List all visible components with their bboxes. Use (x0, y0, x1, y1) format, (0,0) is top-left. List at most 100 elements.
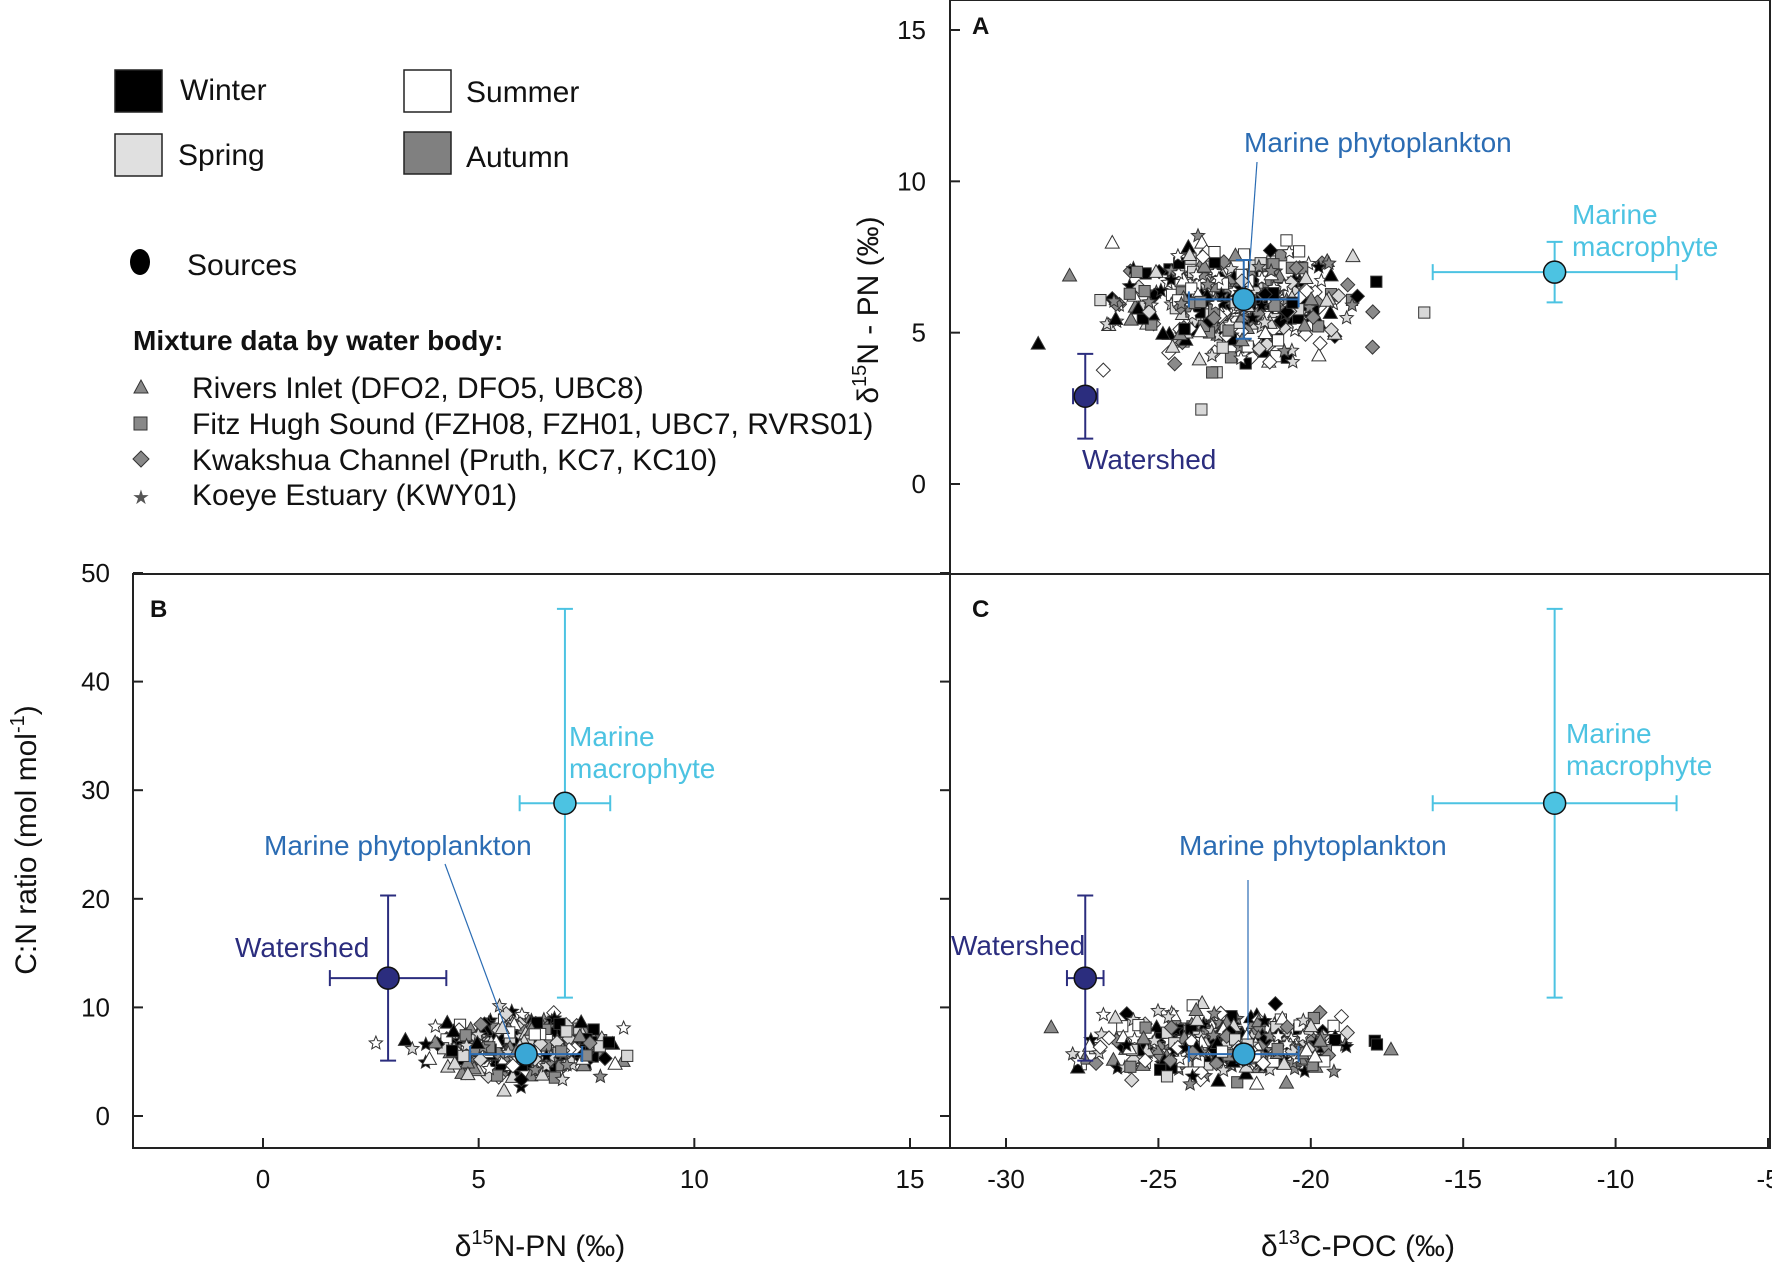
data-point-square (1271, 1042, 1284, 1056)
data-point-diamond (1340, 277, 1356, 293)
panel-c-frame (949, 573, 1771, 1149)
data-point-diamond (1255, 1055, 1272, 1072)
y-axis-b-tick-label: 30 (81, 775, 110, 805)
data-point-star (1294, 1028, 1311, 1044)
legend-label-sources: Sources (187, 249, 297, 282)
data-point-triangle (446, 1055, 463, 1070)
data-point-triangle (1307, 1048, 1323, 1063)
panel-c-watershed-label: Watershed (951, 930, 1085, 961)
data-point-diamond (1323, 322, 1340, 338)
data-point-triangle (427, 1034, 444, 1049)
panel-b-watershed-marker (376, 966, 400, 990)
data-point-square (446, 1044, 459, 1057)
data-point-star (1276, 277, 1292, 293)
data-point-star (1170, 264, 1187, 280)
data-point-star (554, 1071, 571, 1087)
data-point-diamond (1163, 1019, 1180, 1036)
panel-b-marine-phytoplankton-marker (514, 1042, 538, 1066)
data-point-triangle (1322, 304, 1339, 319)
panel-a-macrophyte-label-2: macrophyte (1572, 231, 1718, 262)
data-point-star (1206, 1005, 1223, 1021)
data-point-star (1321, 255, 1337, 271)
data-point-star (1160, 1008, 1177, 1024)
data-point-triangle (1193, 234, 1210, 249)
data-point-triangle (1061, 267, 1078, 282)
y-axis-a-tick-label: 10 (897, 166, 926, 196)
data-point-triangle (571, 1027, 588, 1043)
data-point-triangle (1192, 323, 1209, 338)
data-point-triangle (496, 1082, 512, 1097)
x-axis-c-tick-label: -5 (1756, 1164, 1772, 1194)
data-point-diamond (1339, 1024, 1356, 1041)
data-point-triangle (1164, 338, 1181, 353)
data-point-square (1370, 1038, 1384, 1051)
data-point-diamond (1305, 309, 1321, 326)
data-point-diamond (1330, 288, 1347, 304)
data-point-star (1163, 271, 1180, 287)
panel-a-marine-macrophyte-marker (1542, 260, 1567, 284)
panel-b-mixture-points (367, 997, 634, 1097)
x-axis-c-tick-label: -15 (1444, 1164, 1482, 1194)
panel-b-macrophyte-label-2: macrophyte (569, 753, 715, 784)
data-point-star (1169, 247, 1186, 263)
legend-label-autumn: Autumn (466, 141, 569, 174)
data-point-triangle (1135, 1030, 1152, 1045)
y-axis-b-tick-label: 10 (81, 992, 110, 1022)
data-point-triangle (1323, 267, 1339, 282)
legend-water-fitz-hugh: Fitz Hugh Sound (FZH08, FZH01, UBC7, RVR… (192, 408, 873, 441)
data-point-diamond (1092, 1039, 1108, 1055)
data-point-diamond (1333, 1008, 1350, 1025)
data-point-diamond (1364, 339, 1381, 355)
data-point-triangle (1276, 1055, 1292, 1070)
panel-c-phytoplankton-label: Marine phytoplankton (1179, 830, 1447, 861)
legend-swatch-summer (403, 69, 452, 113)
data-point-diamond (1141, 304, 1157, 320)
data-point-diamond (1101, 1030, 1117, 1046)
data-point-star (427, 1018, 444, 1034)
data-point-diamond (1267, 995, 1284, 1012)
data-point-star (1207, 295, 1224, 311)
data-point-diamond (1095, 362, 1112, 378)
data-point-star (1171, 1050, 1188, 1066)
data-point-triangle (1296, 317, 1313, 332)
data-point-square (457, 1049, 470, 1062)
data-point-square (1130, 265, 1144, 279)
data-point-diamond (505, 1058, 521, 1074)
legend-label-summer: Summer (466, 76, 579, 109)
data-point-diamond (1123, 1072, 1140, 1088)
data-point-star (1276, 342, 1293, 358)
x-axis-b-tick-label: 0 (256, 1164, 270, 1194)
panel-c-macrophyte-label-1: Marine (1566, 718, 1652, 749)
data-point-diamond (1312, 335, 1328, 352)
panel-a-label: A (972, 13, 989, 40)
data-point-triangle (1188, 1001, 1205, 1016)
panel-b-phytoplankton-leader (444, 863, 511, 1041)
data-point-star (1199, 276, 1216, 292)
data-point-square (1280, 234, 1293, 247)
data-point-triangle (1298, 1042, 1315, 1057)
data-point-star (1182, 1075, 1198, 1091)
data-point-square (1222, 324, 1235, 337)
data-point-star (1270, 1027, 1287, 1043)
panel-a-watershed-label: Watershed (1082, 444, 1216, 475)
data-point-triangle (1238, 1065, 1254, 1080)
data-point-square (1195, 403, 1208, 416)
data-point-star (481, 1060, 498, 1076)
data-point-star (367, 1034, 384, 1050)
data-point-triangle (1189, 1011, 1206, 1026)
data-point-star (1310, 258, 1327, 274)
data-point-diamond (1279, 1019, 1295, 1035)
data-point-square (580, 1049, 593, 1062)
panel-c-marine-macrophyte-marker (1542, 791, 1567, 815)
x-axis-b-tick-label: 15 (896, 1164, 925, 1194)
legend-diamond-marker (132, 450, 150, 468)
data-point-square (491, 1069, 504, 1082)
data-point-star (1095, 1006, 1112, 1022)
data-point-triangle (1030, 335, 1047, 350)
data-point-star (1233, 350, 1249, 366)
legend: Winter Summer Spring Autumn Sources Mixt… (114, 69, 873, 512)
data-point-square (1124, 1060, 1137, 1073)
data-point-square (1206, 366, 1219, 379)
data-point-star (1210, 270, 1227, 286)
data-point-square (621, 1049, 634, 1062)
